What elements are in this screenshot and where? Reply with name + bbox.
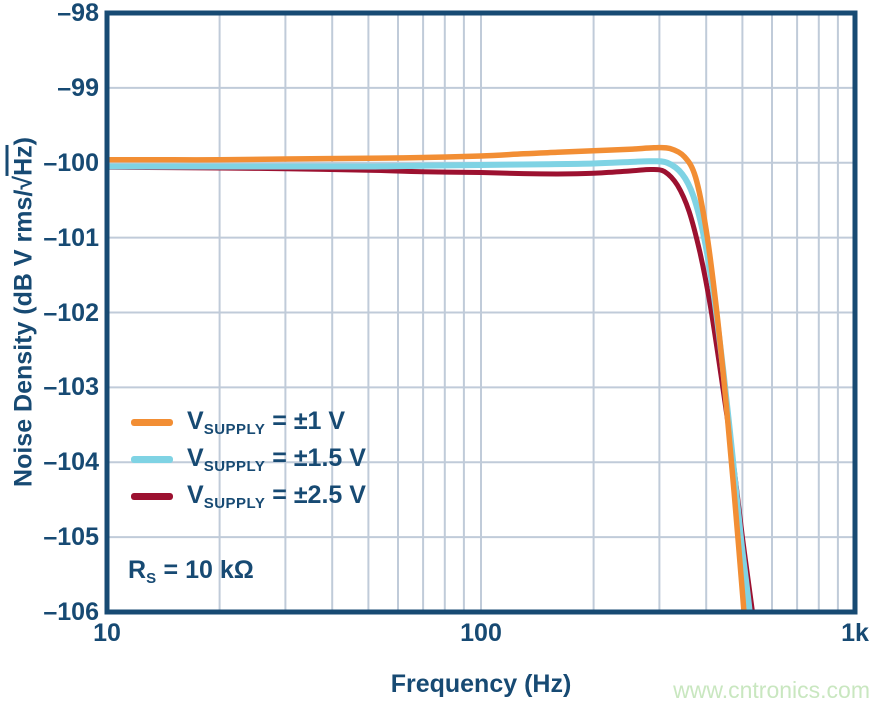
source-resistance-annotation: RS = 10 kΩ (128, 556, 254, 587)
y-tick-label: –102 (43, 298, 99, 327)
y-tick-label: –99 (57, 73, 99, 102)
y-axis-title-prefix: Noise Density (dB V rms/ (9, 189, 38, 487)
x-tick-label: 100 (460, 619, 502, 647)
legend: VSUPPLY = ±1 V VSUPPLY = ±1.5 V VSUPPLY … (131, 404, 366, 515)
sqrt-radicand: Hz (5, 145, 38, 176)
legend-swatch-orange (131, 419, 173, 426)
legend-swatch-cyan (131, 456, 173, 463)
legend-label: VSUPPLY = ±2.5 V (187, 481, 366, 512)
y-tick-label: –103 (43, 373, 99, 402)
legend-label: VSUPPLY = ±1.5 V (187, 444, 366, 475)
y-tick-label: –105 (43, 523, 99, 552)
legend-label: VSUPPLY = ±1 V (187, 407, 346, 438)
y-tick-label: –104 (43, 448, 99, 477)
y-tick-label: –106 (43, 598, 99, 626)
legend-swatch-darkred (131, 493, 173, 500)
x-axis-tick-labels: 10 100 1k (0, 618, 878, 650)
sqrt-radical-symbol: √ (9, 175, 38, 190)
y-tick-label: –101 (43, 223, 99, 252)
legend-item-supply-1v: VSUPPLY = ±1 V (131, 404, 366, 441)
watermark: www.cntronics.com (673, 677, 870, 703)
y-tick-label: –100 (43, 148, 99, 177)
legend-item-supply-2p5v: VSUPPLY = ±2.5 V (131, 478, 366, 515)
y-axis-title: Noise Density (dB V rms/√Hz) (5, 137, 39, 487)
x-tick-label: 10 (93, 619, 121, 647)
y-tick-label: –98 (57, 0, 99, 27)
legend-item-supply-1p5v: VSUPPLY = ±1.5 V (131, 441, 366, 478)
y-axis-title-suffix: ) (9, 137, 38, 146)
x-tick-label: 1k (841, 619, 869, 647)
x-axis-title: Frequency (Hz) (390, 670, 572, 698)
y-axis-tick-labels: –98 –99 –100 –101 –102 –103 –104 –105 –106 (0, 0, 99, 705)
